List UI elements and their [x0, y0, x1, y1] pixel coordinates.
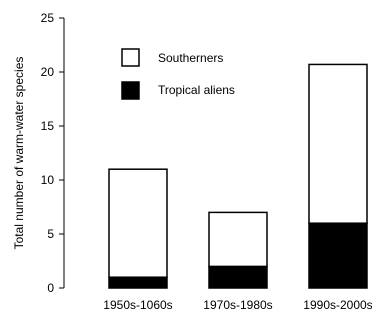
x-tick-label: 1990s-2000s — [303, 298, 372, 312]
bars — [108, 63, 368, 289]
bar-tropical-aliens — [108, 276, 168, 289]
legend-swatch-southerners — [121, 48, 140, 67]
y-tick-label: 25 — [41, 11, 55, 25]
bar-southerners — [208, 211, 268, 268]
y-tick-label: 10 — [41, 173, 55, 187]
legend-label-tropical-aliens: Tropical aliens — [158, 83, 235, 97]
x-tick-labels: 1950s-1060s 1970s-1980s 1990s-2000s — [103, 298, 372, 312]
bar-southerners — [308, 63, 368, 224]
x-tick-label: 1950s-1060s — [103, 298, 172, 312]
bar-tropical-aliens — [308, 222, 368, 289]
legend-swatch-tropical-aliens — [121, 81, 140, 100]
bar-southerners — [108, 168, 168, 278]
y-tick-label: 5 — [47, 227, 54, 241]
y-tick-label: 15 — [41, 119, 55, 133]
y-axis-title: Total number of warm-water species — [12, 57, 26, 250]
y-tick-label: 20 — [41, 65, 55, 79]
bar-tropical-aliens — [208, 265, 268, 289]
y-tick-label: 0 — [47, 281, 54, 295]
y-ticks: 0 5 10 15 20 25 — [41, 11, 64, 295]
x-tick-label: 1970s-1980s — [203, 298, 272, 312]
legend: Southerners Tropical aliens — [121, 48, 235, 100]
legend-label-southerners: Southerners — [158, 51, 223, 65]
